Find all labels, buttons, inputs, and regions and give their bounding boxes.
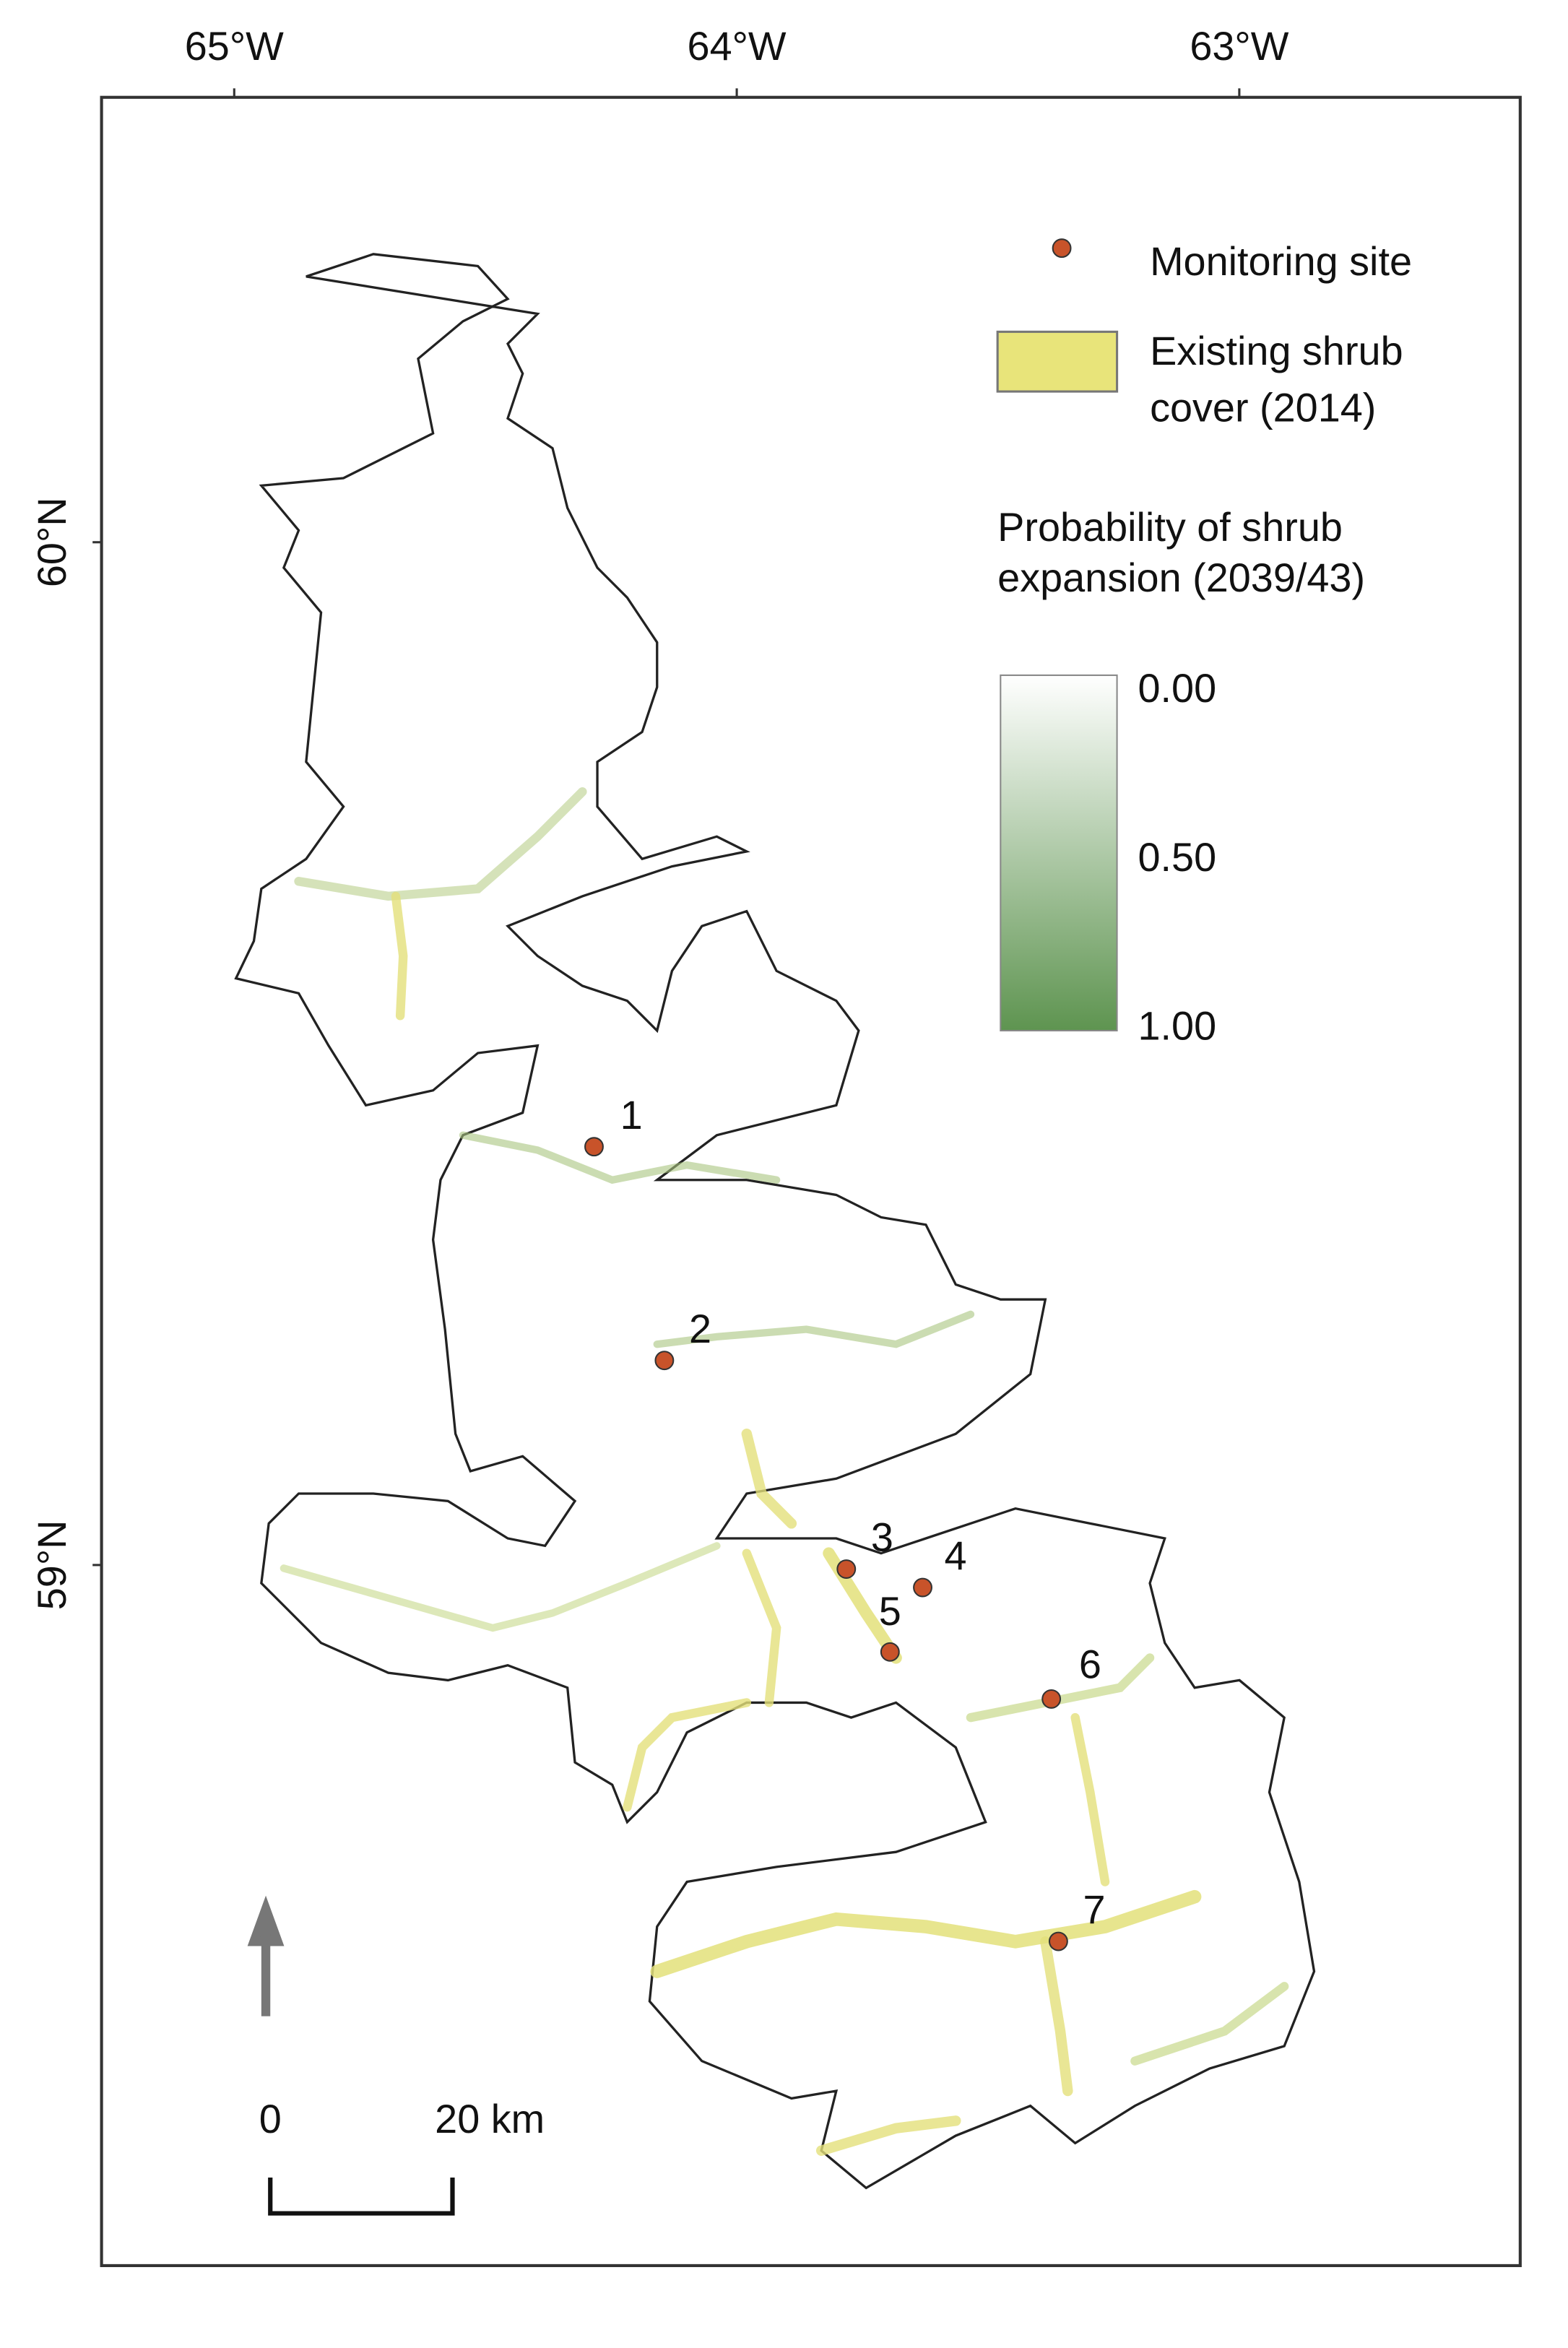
site-label: 4 <box>944 1533 966 1578</box>
monitoring-site <box>584 1137 604 1157</box>
legend-shrub-label: cover (2014) <box>1150 384 1376 430</box>
shrub-streaks <box>280 787 1289 2156</box>
y-tick-label: 60°N <box>29 497 74 587</box>
colorbar-tick-label: 0.50 <box>1138 834 1217 880</box>
map-frame <box>100 95 1522 2267</box>
x-tick-label: 65°W <box>185 23 284 69</box>
scale-bar <box>268 2177 455 2216</box>
site-label: 2 <box>689 1306 711 1351</box>
legend-site-label: Monitoring site <box>1150 238 1412 284</box>
legend-shrub-swatch <box>996 330 1119 393</box>
x-tick-label: 63°W <box>1190 23 1288 69</box>
scale-bar-start: 0 <box>259 2096 282 2141</box>
monitoring-site <box>836 1559 857 1579</box>
scale-bar-end: 20 km <box>435 2096 545 2141</box>
colorbar-tick-label: 1.00 <box>1138 1002 1217 1048</box>
x-tick-label: 64°W <box>688 23 787 69</box>
monitoring-site <box>880 1642 900 1662</box>
site-label: 6 <box>1079 1641 1101 1686</box>
monitoring-site <box>1048 1931 1068 1951</box>
legend-site-marker <box>1052 238 1072 259</box>
y-tick-label: 59°N <box>29 1520 74 1611</box>
monitoring-site <box>1041 1689 1062 1709</box>
monitoring-site <box>654 1351 675 1371</box>
site-label: 3 <box>871 1515 893 1560</box>
site-label: 5 <box>879 1588 901 1634</box>
colorbar <box>1000 674 1118 1032</box>
site-label: 1 <box>620 1092 643 1138</box>
north-arrow <box>247 1895 285 2016</box>
monitoring-site <box>913 1577 932 1598</box>
colorbar-tick-label: 0.00 <box>1138 665 1217 711</box>
colorbar-title: expansion (2039/43) <box>997 555 1365 600</box>
site-label: 7 <box>1083 1886 1105 1932</box>
legend-shrub-label: Existing shrub <box>1150 328 1403 373</box>
colorbar-title: Probability of shrub <box>997 504 1343 550</box>
